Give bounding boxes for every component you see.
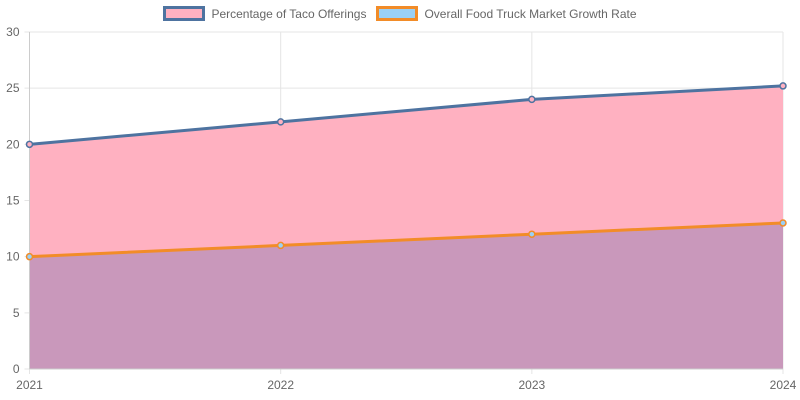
y-tick-label: 15 (6, 194, 20, 208)
legend-label-taco-offerings: Percentage of Taco Offerings (211, 6, 367, 21)
y-tick-label: 20 (6, 137, 20, 151)
y-tick-label: 10 (6, 250, 20, 264)
series-line-taco-offerings (29, 84, 784, 146)
series-line-market-growth (29, 221, 784, 259)
y-tick-label: 25 (6, 81, 20, 95)
y-tick-label: 30 (6, 25, 20, 39)
data-point-taco-offerings (276, 118, 285, 126)
data-point-market-growth (276, 241, 285, 250)
legend-swatch-taco-offerings (163, 6, 206, 21)
legend-swatch-market-growth (376, 6, 419, 21)
y-tick-label: 5 (13, 306, 20, 320)
legend-label-market-growth: Overall Food Truck Market Growth Rate (424, 6, 637, 21)
legend-item-taco-offerings[interactable]: Percentage of Taco Offerings (163, 6, 366, 21)
area-market-growth (29, 222, 783, 369)
x-tick-label: 2022 (267, 378, 294, 392)
data-point-taco-offerings (528, 95, 536, 104)
data-point-market-growth (25, 252, 34, 261)
y-tick-label: 0 (13, 362, 20, 376)
data-point-market-growth (528, 230, 536, 238)
x-tick-label: 2024 (770, 378, 797, 392)
legend-item-market-growth[interactable]: Overall Food Truck Market Growth Rate (376, 6, 637, 21)
data-point-market-growth (779, 219, 787, 227)
legend: Percentage of Taco Offerings Overall Foo… (0, 6, 800, 21)
x-tick-label: 2023 (518, 378, 545, 392)
x-tick-label: 2021 (16, 378, 43, 392)
data-point-taco-offerings (779, 82, 787, 90)
data-point-taco-offerings (25, 140, 34, 149)
